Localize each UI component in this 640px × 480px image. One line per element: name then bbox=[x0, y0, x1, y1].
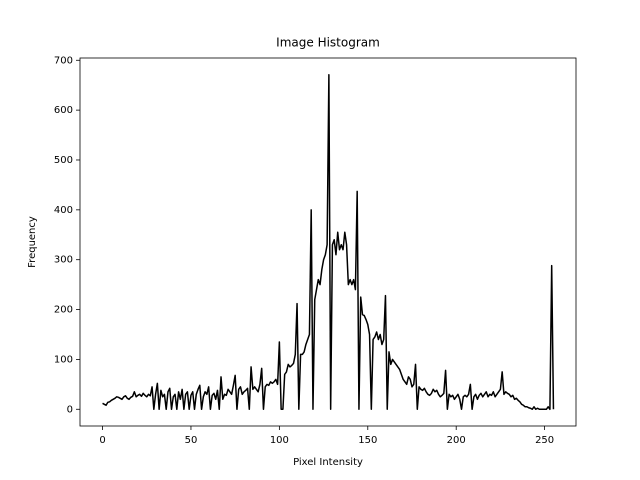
y-tick-label: 400 bbox=[54, 205, 73, 216]
y-tick-label: 0 bbox=[67, 404, 73, 415]
x-tick-label: 200 bbox=[447, 435, 466, 446]
y-axis-label: Frequency bbox=[27, 216, 38, 268]
y-tick-label: 600 bbox=[54, 105, 73, 116]
chart-title: Image Histogram bbox=[276, 36, 380, 50]
y-tick-label: 100 bbox=[54, 354, 73, 365]
plot-frame bbox=[79, 57, 577, 427]
x-tick-label: 250 bbox=[535, 435, 554, 446]
data-line bbox=[102, 73, 555, 411]
x-tick-label: 150 bbox=[358, 435, 377, 446]
x-tick-label: 50 bbox=[185, 435, 198, 446]
x-tick-label: 0 bbox=[99, 435, 105, 446]
y-tick-label: 700 bbox=[54, 55, 73, 66]
y-tick-label: 500 bbox=[54, 155, 73, 166]
x-axis-label: Pixel Intensity bbox=[293, 457, 363, 468]
y-tick-label: 200 bbox=[54, 305, 73, 316]
x-tick-label: 100 bbox=[270, 435, 289, 446]
y-tick-label: 300 bbox=[54, 255, 73, 266]
